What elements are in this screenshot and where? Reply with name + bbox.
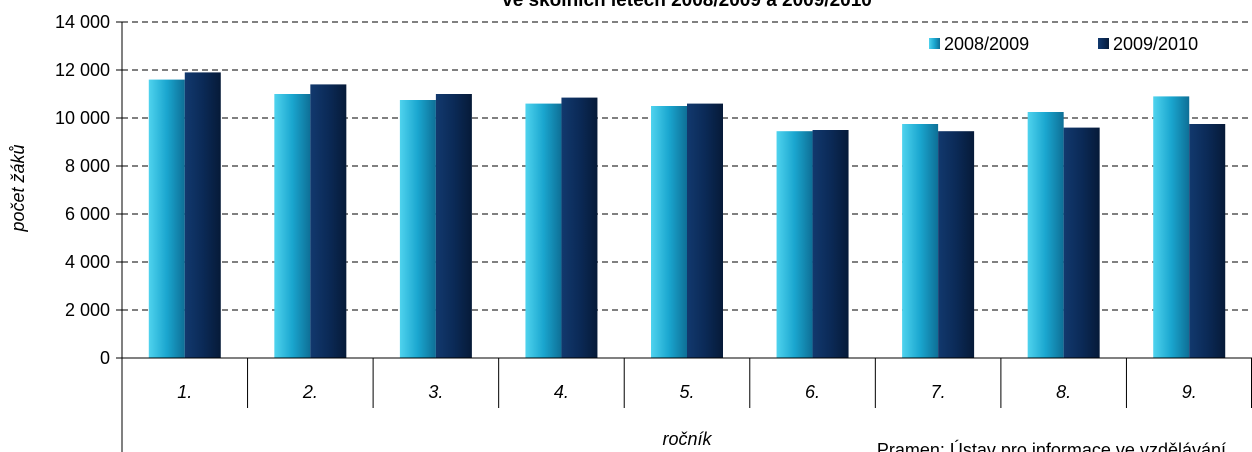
bar-2008-2009-3 [399,100,436,358]
legend-label-2008-2009: 2008/2009 [944,34,1029,54]
bar-2009-2010-2 [310,84,347,359]
y-axis-label: počet žáků [8,144,28,232]
x-category-label: 8. [1056,382,1071,402]
bar-2009-2010-7 [938,131,975,358]
x-category-labels: 1. 2. 3. 4. 5. 6. 7. 8. 9. [177,382,1196,402]
bar-2008-2009-5 [651,106,687,358]
x-category-label: 1. [177,382,192,402]
bar-2008-2009-8 [1027,112,1064,358]
bar-2008-2009-6 [776,131,813,358]
y-tick-label: 8 000 [65,156,110,176]
bar-2009-2010-5 [687,103,723,358]
bar-2009-2010-4 [561,97,598,358]
bar-2008-2009-2 [274,94,311,358]
bar-2008-2009-7 [902,124,939,358]
bar-2008-2009-4 [525,103,562,358]
chart-title: ve školních letech 2008/2009 a 2009/2010 [502,0,872,11]
source-note: Pramen: Ústav pro informace ve vzděláván… [877,439,1226,452]
y-tick-label: 10 000 [55,108,110,128]
bar-2008-2009-1 [148,79,185,358]
x-category-label: 9. [1182,382,1197,402]
y-tick-label: 14 000 [55,12,110,32]
bar-2009-2010-6 [812,130,849,358]
y-tick-label: 6 000 [65,204,110,224]
y-tick-label: 12 000 [55,60,110,80]
x-category-label: 2. [302,382,318,402]
bar-2009-2010-8 [1063,127,1100,358]
x-category-label: 5. [679,382,694,402]
bar-2008-2009-9 [1153,96,1190,359]
x-category-label: 4. [554,382,569,402]
y-tick-label: 4 000 [65,252,110,272]
y-tick-label: 2 000 [65,300,110,320]
x-category-label: 7. [931,382,946,402]
x-category-label: 6. [805,382,820,402]
bar-2009-2010-9 [1189,124,1226,358]
bar-2009-2010-1 [184,72,221,359]
x-category-label: 3. [428,382,443,402]
y-tick-label: 0 [100,348,110,368]
legend-swatch-2009-2010 [1098,38,1109,49]
legend: 2008/2009 2009/2010 [929,34,1198,54]
bars [148,72,1226,359]
legend-label-2009-2010: 2009/2010 [1113,34,1198,54]
x-axis-label: ročník [662,429,712,449]
axes [121,22,1252,452]
y-tick-labels: 0 2 000 4 000 6 000 8 000 10 000 12 000 14 000 [55,12,122,368]
legend-swatch-2008-2009 [929,38,940,49]
bar-2009-2010-3 [435,94,472,358]
